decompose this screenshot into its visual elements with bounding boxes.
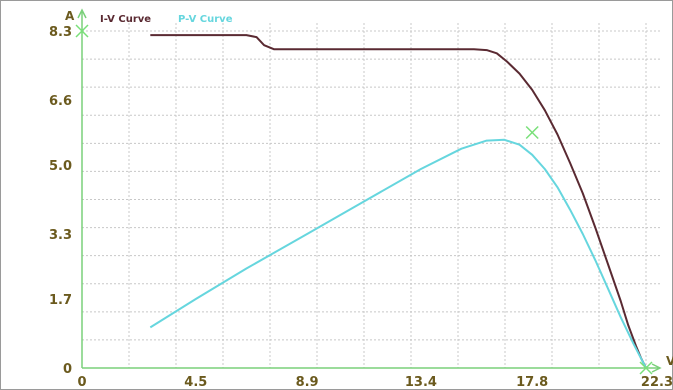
x-tick-label: 8.9 <box>296 375 319 390</box>
y-tick-label: 8.3 <box>49 25 72 40</box>
x-marker-icon <box>525 125 539 140</box>
y-tick-label: 1.7 <box>49 293 72 308</box>
axes <box>77 8 662 373</box>
legend-iv-curve: I-V Curve <box>100 14 151 25</box>
x-marker-icon <box>639 361 653 375</box>
x-axis-arrow-icon <box>651 363 662 373</box>
x-tick-label: 0 <box>77 375 86 390</box>
x-tick-label: 4.5 <box>184 375 207 390</box>
series-lines <box>149 34 647 369</box>
y-tick-label: 5.0 <box>49 159 72 174</box>
y-tick-label: 3.3 <box>49 228 72 243</box>
iv-curve-line <box>150 34 647 369</box>
grid-lines <box>82 23 660 368</box>
y-axis-arrow-icon <box>77 8 87 19</box>
x-tick-label: 17.8 <box>516 375 548 390</box>
x-tick-label: 13.4 <box>405 375 437 390</box>
y-tick-label: 0 <box>63 362 72 377</box>
point-markers <box>75 24 653 375</box>
legend-pv-curve: P-V Curve <box>178 14 233 25</box>
x-tick-labels: 0 4.5 8.9 13.4 17.8 22.3 <box>77 375 673 390</box>
y-tick-labels: 0 1.7 3.3 5.0 6.6 8.3 <box>49 25 72 377</box>
y-tick-label: 6.6 <box>49 94 72 109</box>
x-tick-label: 22.3 <box>641 375 673 390</box>
x-marker-icon <box>75 24 89 38</box>
x-axis-label: V <box>666 354 673 368</box>
pv-curve-line <box>149 138 647 369</box>
y-axis-label: A <box>65 9 75 23</box>
